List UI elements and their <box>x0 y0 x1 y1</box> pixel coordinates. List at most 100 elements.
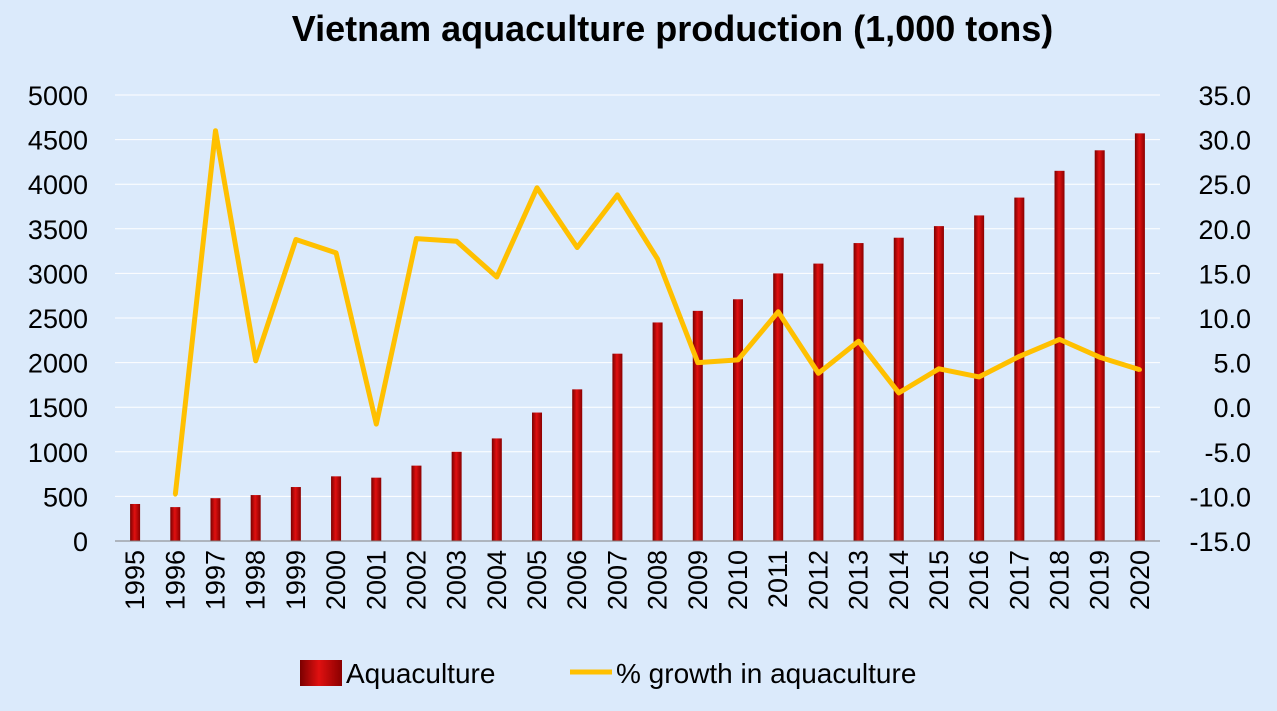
growth-point <box>856 339 861 344</box>
y-left-tick-label: 1000 <box>28 438 88 468</box>
bar-aquaculture <box>572 389 583 541</box>
x-tick-label: 2014 <box>884 550 914 610</box>
x-tick-label: 2016 <box>964 550 994 610</box>
x-tick-label: 2009 <box>683 550 713 610</box>
x-tick-label: 1998 <box>241 550 271 610</box>
bar-aquaculture <box>331 476 342 541</box>
line-series <box>172 128 1142 497</box>
growth-point <box>454 239 459 244</box>
x-tick-label: 1996 <box>160 550 190 610</box>
growth-point <box>1137 367 1142 372</box>
bar-aquaculture <box>1054 170 1065 541</box>
growth-point <box>253 358 258 363</box>
y-right-tick-label: 30.0 <box>1198 126 1251 156</box>
bar-aquaculture <box>612 353 623 541</box>
x-tick-label: 2007 <box>602 550 632 610</box>
y-left-tick-label: 0 <box>73 527 88 557</box>
growth-point <box>414 236 419 241</box>
bar-aquaculture <box>1134 133 1145 541</box>
y-left-tick-label: 1500 <box>28 393 88 423</box>
growth-point <box>1097 355 1102 360</box>
y-left-tick-label: 4000 <box>28 170 88 200</box>
growth-point <box>776 309 781 314</box>
bar-aquaculture <box>411 465 422 541</box>
x-tick-label: 2013 <box>844 550 874 610</box>
bar-series <box>130 133 1145 542</box>
growth-point <box>977 374 982 379</box>
y-right-tick-label: 0.0 <box>1213 393 1251 423</box>
growth-point <box>816 371 821 376</box>
legend: Aquaculture % growth in aquaculture <box>300 658 916 689</box>
x-tick-label: 2010 <box>723 550 753 610</box>
bar-aquaculture <box>1014 197 1025 541</box>
x-tick-label: 2008 <box>643 550 673 610</box>
right-axis: -15.0 -10.0 -5.0 0.0 5.0 10.0 15.0 20.0 25.0 30.0… <box>1189 81 1251 557</box>
bar-aquaculture <box>491 438 502 541</box>
y-right-tick-label: 5.0 <box>1213 349 1251 379</box>
growth-point <box>575 245 580 250</box>
y-left-tick-label: 5000 <box>28 81 88 111</box>
legend-swatch-aquaculture <box>300 660 342 686</box>
legend-label-aquaculture: Aquaculture <box>346 658 495 689</box>
y-left-tick-label: 3000 <box>28 259 88 289</box>
legend-label-growth: % growth in aquaculture <box>616 658 916 689</box>
x-tick-label: 2000 <box>321 550 351 610</box>
growth-point <box>655 257 660 262</box>
growth-point <box>213 128 218 133</box>
growth-point <box>615 192 620 197</box>
y-right-tick-label: 35.0 <box>1198 81 1251 111</box>
left-axis: 0 500 1000 1500 2000 2500 3000 3500 4000 4500 5000 <box>28 81 88 557</box>
bar-aquaculture <box>210 498 221 541</box>
chart-title: Vietnam aquaculture production (1,000 to… <box>291 8 1054 49</box>
x-tick-label: 2017 <box>1004 550 1034 610</box>
x-tick-label: 2002 <box>401 550 431 610</box>
y-right-tick-label: -10.0 <box>1189 482 1251 512</box>
y-left-tick-label: 2000 <box>28 349 88 379</box>
x-tick-label: 1995 <box>120 550 150 610</box>
y-left-tick-label: 500 <box>43 482 88 512</box>
bar-aquaculture <box>532 412 543 541</box>
bar-aquaculture <box>1094 150 1105 541</box>
bar-aquaculture <box>170 507 181 541</box>
bar-aquaculture <box>933 226 944 541</box>
y-right-tick-label: 25.0 <box>1198 170 1251 200</box>
bar-aquaculture <box>290 487 301 541</box>
bar-aquaculture <box>371 477 382 541</box>
y-right-tick-label: -5.0 <box>1204 438 1251 468</box>
growth-point <box>1017 354 1022 359</box>
x-tick-label: 2006 <box>562 550 592 610</box>
x-tick-label: 1997 <box>200 550 230 610</box>
y-left-tick-label: 3500 <box>28 215 88 245</box>
x-tick-label: 2003 <box>442 550 472 610</box>
x-tick-label: 2004 <box>482 550 512 610</box>
x-tick-label: 2018 <box>1045 550 1075 610</box>
bar-aquaculture <box>250 495 261 541</box>
x-tick-label: 2005 <box>522 550 552 610</box>
growth-point <box>896 390 901 395</box>
growth-point <box>173 492 178 497</box>
growth-point <box>1057 337 1062 342</box>
growth-point <box>334 250 339 255</box>
bar-aquaculture <box>813 263 824 541</box>
bar-aquaculture <box>451 451 462 541</box>
y-right-tick-label: 15.0 <box>1198 259 1251 289</box>
growth-point <box>374 422 379 427</box>
growth-point <box>494 274 499 279</box>
bar-aquaculture <box>130 503 141 541</box>
x-tick-label: 2020 <box>1125 550 1155 610</box>
growth-point <box>936 366 941 371</box>
y-right-tick-label: 10.0 <box>1198 304 1251 334</box>
bar-aquaculture <box>853 243 864 541</box>
x-tick-label: 1999 <box>281 550 311 610</box>
x-tick-label: 2011 <box>763 550 793 608</box>
bar-aquaculture <box>773 273 784 541</box>
bar-aquaculture <box>652 322 663 541</box>
y-left-tick-label: 2500 <box>28 304 88 334</box>
y-right-tick-label: 20.0 <box>1198 215 1251 245</box>
bar-aquaculture <box>732 299 743 541</box>
x-tick-label: 2012 <box>803 550 833 610</box>
growth-point <box>293 237 298 242</box>
y-right-tick-label: -15.0 <box>1189 527 1251 557</box>
